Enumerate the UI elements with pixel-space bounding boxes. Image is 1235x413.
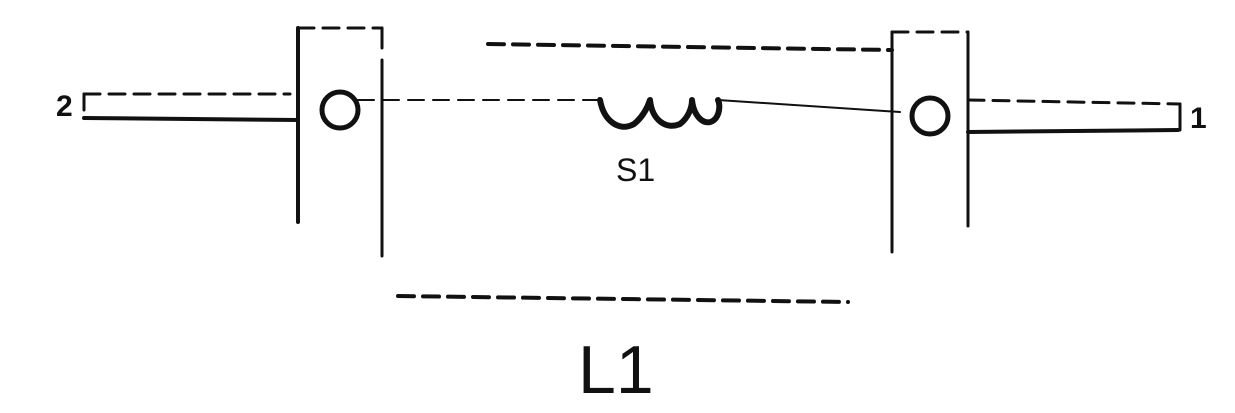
pin-1 [966, 98, 1182, 134]
body-bottom-line [396, 294, 850, 304]
pin-1-label: 1 [1190, 102, 1207, 135]
pin-2-label: 2 [56, 90, 73, 123]
coil-s1 [597, 97, 723, 130]
wire-right [717, 99, 901, 113]
right-terminal-circle [909, 95, 951, 137]
right-connector [890, 30, 970, 254]
coil-label: S1 [616, 152, 656, 188]
left-terminal-circle [319, 89, 361, 131]
pin-2 [82, 92, 300, 122]
component-label: L1 [578, 332, 654, 408]
body-top-line [486, 42, 894, 52]
left-connector [296, 26, 384, 258]
